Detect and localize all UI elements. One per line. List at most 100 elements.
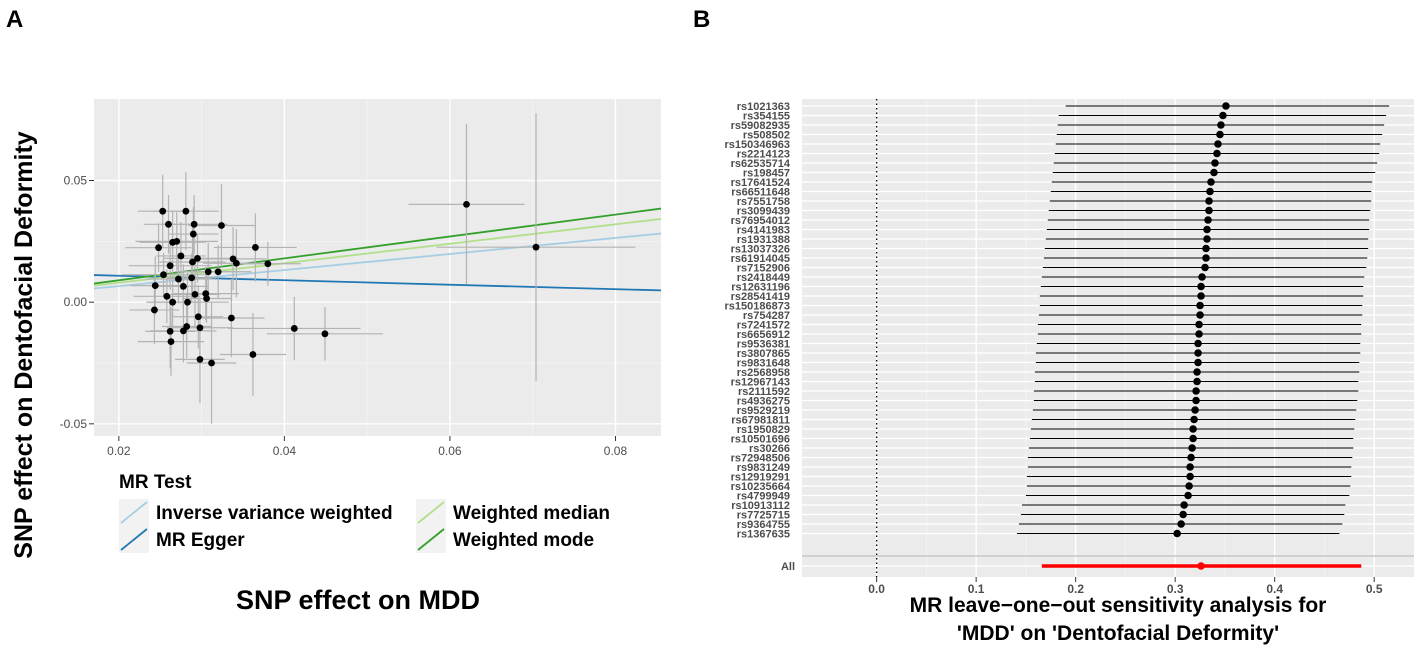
snp-label: rs754287 bbox=[743, 310, 790, 322]
estimate-point bbox=[1196, 311, 1204, 319]
estimate-point bbox=[1186, 472, 1194, 481]
y-tick-label: 0.00 bbox=[64, 295, 88, 309]
snp-label: rs7551758 bbox=[737, 196, 790, 208]
snp-label: rs17641524 bbox=[731, 177, 791, 189]
estimate-point bbox=[1197, 282, 1205, 291]
x-tick-label: 0.4 bbox=[1266, 582, 1283, 596]
estimate-point bbox=[1195, 330, 1203, 338]
snp-label: rs10913112 bbox=[731, 500, 790, 512]
snp-label: rs59082935 bbox=[731, 120, 790, 132]
legend-key-line bbox=[417, 528, 445, 551]
data-point bbox=[179, 282, 187, 290]
estimate-point bbox=[1205, 206, 1213, 215]
panel-b-snp-labels: rs1021363rs354155rs59082935rs508502rs150… bbox=[725, 101, 795, 573]
snp-label: rs76954012 bbox=[731, 215, 790, 227]
estimate-point bbox=[1193, 368, 1201, 376]
estimate-point bbox=[1211, 159, 1219, 167]
data-point bbox=[463, 200, 470, 208]
estimate-point bbox=[1202, 254, 1210, 262]
panel-a-points bbox=[151, 200, 540, 367]
snp-label: rs198457 bbox=[743, 168, 790, 180]
data-point bbox=[194, 313, 202, 321]
estimate-point bbox=[1201, 263, 1209, 272]
overall-label: All bbox=[781, 561, 795, 573]
estimate-point bbox=[1206, 187, 1214, 196]
data-point bbox=[165, 220, 172, 228]
snp-label: rs12631196 bbox=[731, 282, 790, 294]
legend-key-line bbox=[120, 501, 148, 524]
snp-label: rs2568958 bbox=[737, 367, 790, 379]
snp-label: rs9831249 bbox=[737, 462, 790, 474]
estimate-point bbox=[1195, 320, 1203, 329]
estimate-point bbox=[1197, 292, 1205, 300]
data-point bbox=[183, 323, 191, 330]
estimate-point bbox=[1177, 520, 1185, 528]
snp-label: rs3807865 bbox=[737, 348, 790, 360]
data-point bbox=[203, 295, 210, 302]
x-tick-label: 0.2 bbox=[1067, 582, 1084, 596]
estimate-point bbox=[1187, 453, 1195, 462]
legend-label: Weighted mode bbox=[453, 530, 594, 551]
data-point bbox=[228, 314, 235, 322]
snp-label: rs508502 bbox=[743, 130, 790, 142]
panel-b-forest: rs1021363rs354155rs59082935rs508502rs150… bbox=[725, 99, 1414, 645]
data-point bbox=[151, 282, 159, 290]
panel-b-label: B bbox=[693, 6, 710, 33]
snp-label: rs2111592 bbox=[738, 386, 790, 398]
data-point bbox=[175, 275, 182, 283]
legend-label: Weighted median bbox=[453, 503, 610, 524]
snp-label: rs9529219 bbox=[737, 405, 790, 417]
snp-label: rs10235664 bbox=[731, 481, 791, 493]
estimate-point bbox=[1193, 377, 1201, 386]
panel-a-y-axis-label: SNP effect on Dentofacial Deformity bbox=[10, 131, 38, 559]
snp-label: rs7725715 bbox=[737, 510, 790, 522]
snp-label: rs12967143 bbox=[731, 377, 790, 389]
data-point bbox=[167, 338, 175, 345]
estimate-point bbox=[1173, 529, 1181, 538]
legend-title: MR Test bbox=[119, 472, 192, 493]
overall-estimate-point bbox=[1197, 562, 1205, 570]
snp-label: rs10501696 bbox=[731, 434, 790, 446]
data-point bbox=[218, 222, 225, 229]
y-tick-label: 0.05 bbox=[64, 174, 88, 188]
panel-a-label: A bbox=[6, 6, 23, 33]
data-point bbox=[163, 292, 171, 300]
snp-label: rs4799949 bbox=[737, 491, 790, 503]
legend-entries: Inverse variance weighted MR Egger Weighte… bbox=[119, 499, 610, 553]
legend-key-line bbox=[120, 528, 148, 551]
x-tick-label: 0.04 bbox=[273, 444, 297, 458]
estimate-point bbox=[1222, 102, 1230, 110]
x-tick-label: 0.06 bbox=[438, 444, 462, 458]
estimate-point bbox=[1192, 387, 1200, 395]
data-point bbox=[177, 252, 185, 260]
snp-label: rs2214123 bbox=[737, 149, 790, 161]
panel-a-x-ticks: 0.02 0.04 0.06 0.08 bbox=[107, 436, 627, 458]
snp-label: rs13037326 bbox=[731, 244, 790, 256]
estimate-point bbox=[1189, 434, 1197, 443]
estimate-point bbox=[1216, 130, 1224, 139]
data-point bbox=[155, 244, 162, 252]
estimate-point bbox=[1219, 111, 1227, 120]
panel-a-y-ticks: -0.05 0.00 0.05 bbox=[60, 174, 94, 431]
snp-label: rs9831648 bbox=[737, 358, 790, 370]
panel-a-plot-background bbox=[94, 99, 661, 436]
estimate-point bbox=[1207, 178, 1215, 186]
snp-label: rs1021363 bbox=[737, 101, 790, 113]
snp-label: rs1367635 bbox=[737, 529, 790, 541]
snp-label: rs4141983 bbox=[737, 225, 790, 237]
data-point bbox=[208, 359, 215, 367]
panel-a-scatter: 0.02 0.04 0.06 0.08 -0.05 0.00 0.05 SNP effec… bbox=[10, 99, 662, 615]
regression-line bbox=[93, 207, 662, 285]
data-point bbox=[321, 330, 329, 338]
legend-key-line bbox=[417, 501, 445, 524]
data-point bbox=[173, 237, 181, 245]
estimate-point bbox=[1189, 425, 1197, 433]
data-point bbox=[189, 258, 196, 266]
snp-label: rs3099439 bbox=[737, 206, 790, 218]
snp-label: rs28541419 bbox=[731, 291, 790, 303]
data-point bbox=[151, 306, 158, 314]
data-point bbox=[169, 298, 177, 306]
snp-label: rs9536381 bbox=[737, 339, 790, 351]
estimate-point bbox=[1180, 501, 1188, 509]
